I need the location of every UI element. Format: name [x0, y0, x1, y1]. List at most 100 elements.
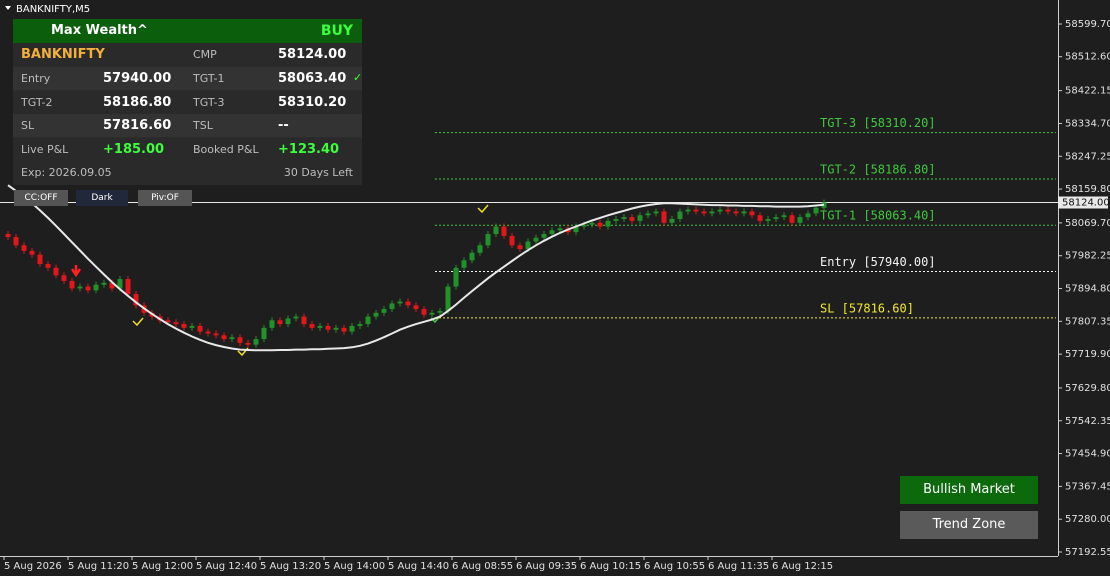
candle-body [613, 219, 619, 221]
candle-body [693, 209, 699, 212]
candle-body [813, 207, 819, 214]
candle-body [589, 222, 595, 225]
y-tick-label: 57629.80 [1065, 383, 1110, 394]
panel-label: Booked P&L [193, 142, 259, 156]
candle-body [469, 252, 475, 261]
candle-body [781, 215, 787, 218]
panel-label: TGT-3 [193, 95, 225, 109]
candle-body [53, 267, 59, 276]
candle-body [757, 215, 763, 221]
menu-arrow[interactable] [5, 6, 11, 10]
signal: BUY [320, 23, 353, 39]
candle-body [429, 312, 435, 315]
candle-body [533, 237, 539, 242]
candle-body [629, 217, 635, 221]
candle-body [605, 220, 611, 227]
candle-body [221, 335, 227, 340]
candle-body [749, 211, 755, 216]
panel-row: SL 57816.60 TSL -- [13, 114, 362, 137]
candle-body [285, 318, 291, 325]
toggle-button[interactable]: Dark [76, 190, 128, 206]
panel-row: Entry 57940.00 TGT-1 58063.40 [13, 67, 362, 90]
cmp-value: 58124.00 [278, 47, 347, 62]
candle-body [133, 294, 139, 306]
x-tick-label: 5 Aug 12:00 [132, 561, 193, 572]
candle-body [69, 280, 75, 289]
panel-value: 57816.60 [103, 118, 172, 133]
collapse-caret[interactable]: ^ [137, 23, 148, 38]
candle-body [677, 211, 683, 220]
candle-body [101, 282, 107, 285]
candle-body [269, 320, 275, 328]
signal-check [477, 204, 489, 214]
panel-value: -- [278, 118, 289, 133]
candle-body [341, 327, 347, 332]
signal-check [132, 317, 144, 327]
candle-body [109, 282, 115, 289]
candle-body [389, 303, 395, 310]
candle-body [173, 322, 179, 325]
candle-body [189, 325, 195, 328]
candle-body [405, 301, 411, 306]
panel-footer: Exp: 2026.09.05 30 Days Left [13, 161, 362, 185]
candle-body [13, 237, 19, 246]
candle-body [445, 286, 451, 311]
candle-body [205, 331, 211, 334]
candle-body [229, 337, 235, 340]
candle-body [29, 250, 35, 255]
candle-body [277, 320, 283, 325]
candle-body [717, 209, 723, 212]
y-tick-label: 58512.60 [1065, 52, 1110, 63]
candle-body [461, 260, 467, 268]
y-tick-label: 58334.70 [1065, 118, 1110, 129]
toggle-button[interactable]: Piv:OF [138, 190, 192, 206]
panel-title: Max Wealth [51, 23, 138, 38]
candle-body [645, 213, 651, 216]
candle-body [397, 301, 403, 304]
candle-body [477, 245, 483, 253]
panel-label: Entry [21, 72, 51, 85]
candle-body [701, 211, 707, 214]
panel-row: TGT-2 58186.80 TGT-3 58310.20 [13, 90, 362, 114]
candle-body [245, 342, 251, 345]
toggle-button[interactable]: CC:OFF [14, 190, 68, 206]
candle-body [325, 325, 331, 330]
candle-body [165, 320, 171, 323]
candle-body [741, 211, 747, 214]
x-tick-label: 5 Aug 12:40 [196, 561, 257, 572]
candle-body [61, 275, 67, 281]
zone-badge: Trend Zone [900, 511, 1038, 539]
candle-body [77, 286, 83, 289]
y-tick-label: 57192.55 [1065, 547, 1110, 558]
level-label: Entry [57940.00] [820, 255, 936, 269]
candle-body [597, 222, 603, 227]
candle-body [349, 325, 355, 332]
y-tick-label: 57982.25 [1065, 251, 1110, 262]
candle-body [581, 224, 587, 227]
panel-value: 58310.20 [278, 94, 347, 110]
candle-body [261, 327, 267, 340]
y-tick-label: 58599.70 [1065, 19, 1110, 30]
symbol: BANKNIFTY [21, 47, 105, 62]
x-tick-label: 6 Aug 09:35 [516, 561, 577, 572]
panel-label: SL [21, 119, 35, 132]
candle-body [301, 316, 307, 325]
expiry: Exp: 2026.09.05 [21, 166, 112, 179]
candle-body [557, 228, 563, 231]
panel-row: BANKNIFTY CMP 58124.00 [13, 43, 362, 66]
candle-body [501, 226, 507, 236]
candle-body [317, 325, 323, 328]
y-tick-label: 57367.45 [1065, 481, 1110, 492]
candle-body [293, 316, 299, 319]
candle-body [413, 305, 419, 310]
candle-body [669, 219, 675, 223]
chart-title: BANKNIFTY,M5 [16, 4, 90, 15]
panel-value: +185.00 [103, 141, 165, 157]
candle-body [485, 234, 491, 246]
candle-body [725, 209, 731, 212]
candle-body [661, 211, 667, 223]
market-badge: Bullish Market [900, 476, 1038, 504]
candle-body [85, 286, 91, 291]
panel-label: TGT-2 [21, 95, 53, 109]
y-tick-label: 58069.70 [1065, 218, 1110, 229]
